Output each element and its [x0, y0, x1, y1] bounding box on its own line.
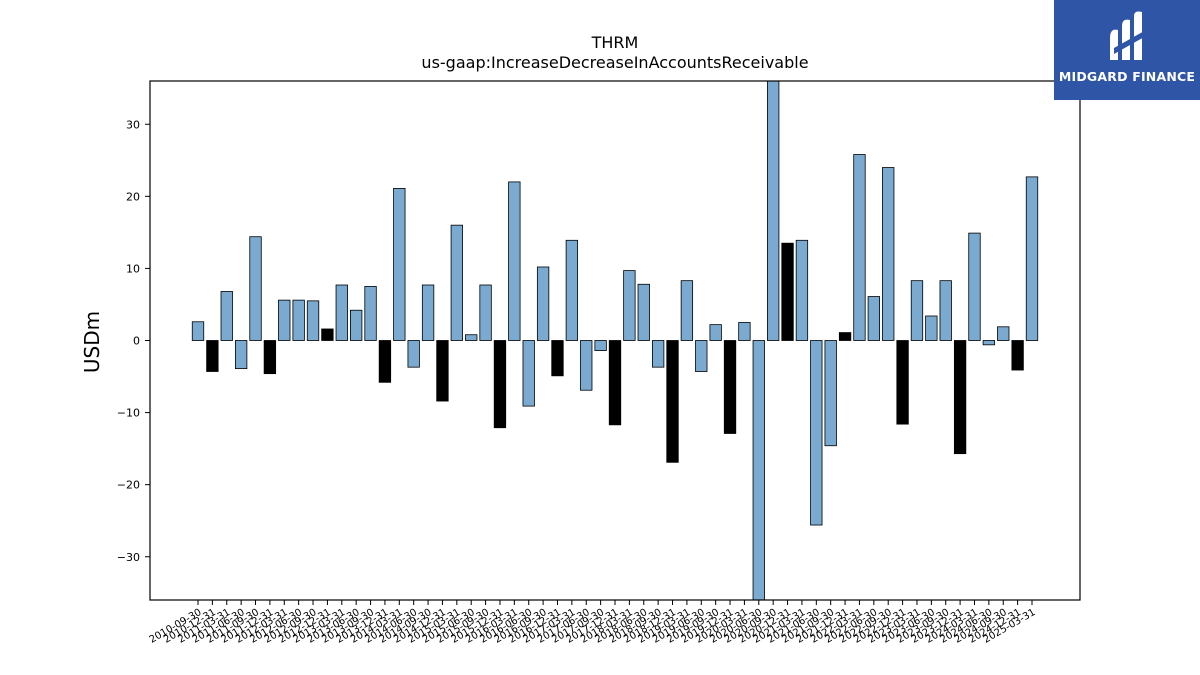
bar-2014-03-31	[394, 188, 406, 340]
bar-2013-09-30	[365, 286, 377, 340]
bar-2010-12-31	[207, 341, 219, 372]
bar-2019-12-31	[724, 341, 736, 434]
y-tick-label: −20	[117, 479, 140, 492]
bar-2019-09-30	[710, 325, 722, 341]
bar-2018-06-30	[638, 284, 650, 340]
y-axis: −30 −20 −10 0 10 20 30	[117, 118, 150, 564]
bar-2019-06-30	[696, 341, 708, 372]
bar-2017-09-30	[595, 341, 607, 351]
bar-2023-12-31	[954, 341, 966, 454]
bar-2018-03-31	[624, 271, 636, 341]
bar-2013-06-30	[350, 310, 362, 340]
bar-2015-03-31	[451, 225, 463, 340]
bar-2023-03-31	[911, 281, 923, 341]
bar-2012-12-31	[322, 329, 334, 341]
bar-2016-12-31	[552, 341, 564, 376]
brand-mark-icon	[1102, 8, 1152, 68]
y-tick-label: 10	[126, 262, 140, 275]
bar-2022-06-30	[868, 297, 880, 341]
brand-logo: MIDGARD FINANCE	[1054, 0, 1200, 100]
bar-2013-12-31	[379, 341, 391, 383]
bar-2012-06-30	[293, 300, 305, 340]
bar-2014-09-30	[422, 285, 434, 341]
bar-2021-06-30	[811, 341, 823, 526]
bar-2017-06-30	[580, 341, 592, 391]
bar-2014-06-30	[408, 341, 420, 368]
bar-2018-12-31	[667, 341, 679, 463]
y-tick-label: 0	[133, 335, 140, 348]
bar-2016-06-30	[523, 341, 535, 407]
bar-2023-06-30	[926, 316, 938, 341]
bar-2016-03-31	[509, 182, 520, 341]
bar-2021-12-31	[839, 333, 851, 341]
bar-2021-03-31	[796, 240, 808, 340]
bar-2011-06-30	[235, 341, 247, 369]
bar-2022-03-31	[854, 155, 866, 341]
bar-2017-12-31	[609, 341, 621, 425]
bar-2015-09-30	[480, 285, 492, 341]
bar-2014-12-31	[437, 341, 449, 402]
bar-2024-09-30	[997, 327, 1009, 341]
chart-subtitle: us-gaap:IncreaseDecreaseInAccountsReceiv…	[421, 53, 808, 72]
bar-2023-09-30	[940, 281, 952, 341]
bar-2016-09-30	[537, 267, 549, 341]
bar-2015-06-30	[465, 335, 477, 341]
chart-title: THRM	[591, 33, 639, 52]
bar-2021-09-30	[825, 341, 837, 446]
bar-2024-03-31	[969, 233, 981, 340]
bar-2020-03-31	[739, 322, 751, 340]
bar-2020-09-30	[767, 81, 779, 341]
bar-2013-03-31	[336, 285, 348, 341]
x-axis: 2010-09-302010-12-312011-03-312011-06-30…	[148, 600, 1038, 646]
bar-2012-03-31	[279, 300, 291, 340]
y-tick-label: 20	[126, 190, 140, 203]
bar-2020-06-30	[753, 341, 765, 601]
bar-2011-09-30	[250, 237, 262, 341]
bar-2024-06-30	[983, 341, 995, 345]
bar-2015-12-31	[494, 341, 506, 428]
bars-group	[192, 81, 1038, 600]
chart: THRM us-gaap:IncreaseDecreaseInAccountsR…	[0, 0, 1200, 675]
bar-2011-03-31	[221, 291, 233, 340]
bar-2019-03-31	[681, 281, 693, 341]
bar-2022-09-30	[882, 168, 894, 341]
bar-2011-12-31	[264, 341, 276, 374]
bar-2022-12-31	[897, 341, 909, 425]
bar-2024-12-31	[1012, 341, 1024, 371]
bar-2012-09-30	[307, 301, 319, 341]
brand-name: MIDGARD FINANCE	[1054, 69, 1200, 84]
y-tick-label: −30	[117, 551, 140, 564]
y-tick-label: 30	[126, 118, 140, 131]
y-axis-label: USDm	[80, 311, 104, 373]
bar-2020-12-31	[782, 243, 794, 340]
y-tick-label: −10	[117, 407, 140, 420]
bar-2010-09-30	[192, 322, 204, 341]
bar-2018-09-30	[652, 341, 664, 368]
bar-2017-03-31	[566, 240, 578, 340]
bar-2025-03-31	[1026, 177, 1038, 341]
